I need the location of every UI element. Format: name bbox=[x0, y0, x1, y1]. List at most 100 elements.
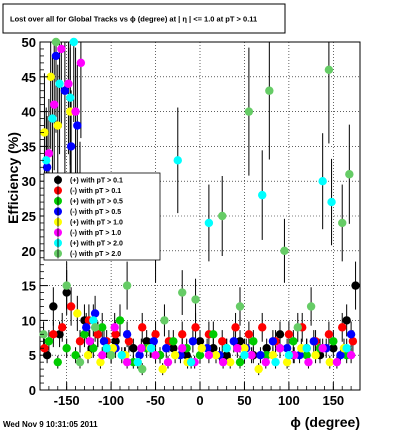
y-tick-label: 5 bbox=[29, 348, 36, 363]
data-point bbox=[218, 357, 228, 367]
legend-label: (+) with pT > 0.1 bbox=[70, 178, 123, 185]
data-point bbox=[261, 357, 270, 367]
data-point bbox=[111, 337, 120, 346]
data-point bbox=[346, 330, 356, 339]
data-point bbox=[271, 357, 280, 367]
data-point bbox=[311, 351, 320, 360]
data-point bbox=[137, 344, 146, 353]
data-point bbox=[209, 344, 218, 353]
data-point bbox=[111, 330, 120, 339]
data-point bbox=[302, 351, 311, 360]
data-point bbox=[53, 357, 62, 367]
data-point bbox=[96, 357, 105, 367]
data-point bbox=[268, 337, 278, 346]
data-point bbox=[99, 337, 109, 346]
data-point bbox=[218, 211, 227, 221]
x-axis-label: ϕ (degree) bbox=[290, 414, 360, 430]
data-point bbox=[244, 330, 254, 339]
x-tick-label: -50 bbox=[146, 393, 165, 408]
x-tick-label: 100 bbox=[278, 393, 300, 408]
data-point bbox=[197, 344, 206, 353]
x-tick-label: -100 bbox=[98, 393, 124, 408]
data-point bbox=[178, 344, 187, 353]
data-point bbox=[195, 351, 205, 360]
timestamp: Wed Nov 9 10:31:05 2011 bbox=[3, 420, 98, 429]
x-tick-label: 150 bbox=[322, 393, 344, 408]
data-point bbox=[146, 344, 156, 353]
data-point bbox=[42, 156, 51, 165]
data-point bbox=[142, 337, 151, 346]
data-point bbox=[247, 351, 256, 360]
y-tick-label: 25 bbox=[22, 209, 36, 224]
data-point bbox=[102, 344, 111, 353]
y-tick-label: 0 bbox=[29, 383, 36, 398]
data-point bbox=[275, 330, 285, 339]
data-point bbox=[106, 351, 116, 360]
data-point bbox=[318, 177, 327, 186]
data-point bbox=[90, 309, 100, 318]
data-point bbox=[318, 344, 327, 353]
legend-label: (+) with pT > 2.0 bbox=[70, 241, 123, 248]
data-point bbox=[42, 163, 52, 172]
data-point bbox=[135, 351, 144, 360]
data-point bbox=[138, 323, 147, 332]
data-point bbox=[49, 330, 58, 339]
data-point bbox=[282, 357, 292, 367]
data-point bbox=[66, 142, 76, 151]
data-point bbox=[163, 357, 173, 367]
data-point bbox=[89, 316, 98, 325]
data-point bbox=[76, 58, 86, 68]
legend-frame bbox=[43, 172, 161, 261]
data-point bbox=[48, 114, 57, 123]
x-tick-label: 0 bbox=[196, 393, 203, 408]
data-point bbox=[229, 337, 238, 346]
data-point bbox=[342, 344, 351, 353]
data-point bbox=[50, 100, 59, 109]
data-point bbox=[204, 351, 214, 360]
legend-label: (-) with pT > 1.0 bbox=[70, 230, 121, 237]
data-point bbox=[110, 323, 119, 332]
data-point bbox=[284, 330, 294, 339]
data-point bbox=[226, 357, 235, 367]
y-tick-label: 45 bbox=[22, 70, 36, 85]
data-point bbox=[169, 337, 178, 346]
data-point bbox=[327, 197, 336, 207]
data-point bbox=[75, 337, 85, 346]
data-point bbox=[98, 323, 107, 332]
data-point bbox=[233, 344, 242, 353]
data-point bbox=[329, 344, 338, 353]
data-point bbox=[222, 344, 231, 353]
data-point bbox=[51, 37, 61, 47]
data-point bbox=[258, 323, 267, 332]
data-point bbox=[40, 128, 49, 137]
data-point bbox=[332, 357, 342, 367]
data-point bbox=[55, 330, 64, 339]
data-point bbox=[138, 364, 147, 374]
data-point bbox=[268, 351, 278, 360]
data-point bbox=[265, 86, 274, 95]
x-tick-label: -150 bbox=[54, 393, 80, 408]
data-point bbox=[71, 351, 80, 360]
y-tick-label: 35 bbox=[22, 139, 36, 154]
data-point bbox=[182, 351, 191, 360]
data-point bbox=[231, 323, 240, 332]
y-tick-label: 20 bbox=[22, 244, 36, 259]
data-point bbox=[306, 302, 316, 311]
data-point bbox=[133, 357, 142, 367]
data-point bbox=[338, 323, 347, 332]
data-point bbox=[173, 156, 182, 165]
y-axis-label: Efficiency (%) bbox=[5, 132, 21, 224]
data-point bbox=[51, 51, 61, 61]
data-point bbox=[188, 337, 198, 346]
data-point bbox=[235, 302, 245, 311]
data-point bbox=[49, 302, 58, 311]
data-point bbox=[44, 149, 54, 158]
data-point bbox=[289, 337, 298, 346]
legend-label: (+) with pT > 0.5 bbox=[70, 199, 123, 206]
data-point bbox=[93, 330, 102, 339]
data-point bbox=[240, 351, 249, 360]
data-point bbox=[235, 357, 245, 367]
data-point bbox=[178, 288, 187, 297]
data-point bbox=[46, 72, 55, 82]
